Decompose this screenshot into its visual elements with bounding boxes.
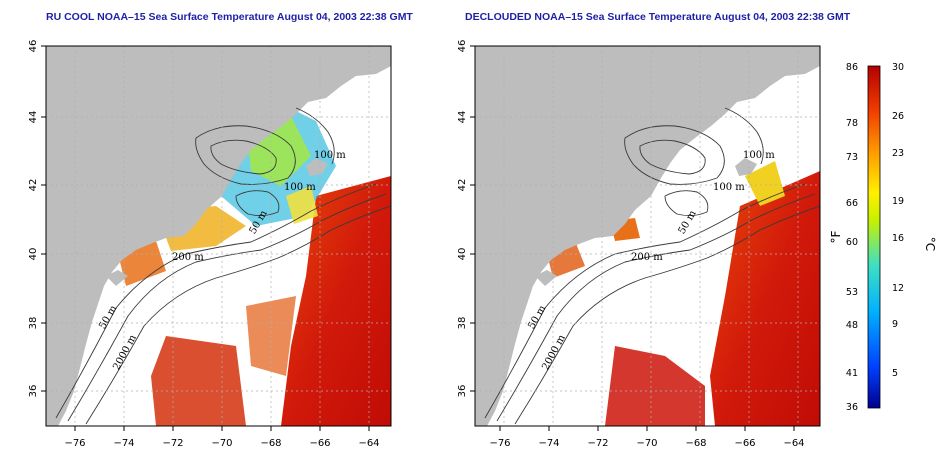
left-lon-tick-74: −74 [113, 438, 134, 449]
left-lat-tick-44: 44 [28, 111, 39, 124]
cbar-c-16: 16 [892, 233, 904, 244]
right-lat-tick-42: 42 [457, 179, 468, 192]
right-panel-title: DECLOUDED NOAA–15 Sea Surface Temperatur… [465, 11, 851, 23]
cbar-c-12: 12 [892, 283, 904, 294]
left-lon-tick-66: −66 [309, 438, 330, 449]
warm-water-region [281, 176, 391, 426]
cbar-f-86: 86 [846, 62, 858, 73]
right-lat-tick-38: 38 [457, 317, 468, 330]
left-lat-tick-42: 42 [28, 179, 39, 192]
right-lon-tick-66: −66 [734, 438, 755, 449]
right-lon-tick-72: −72 [587, 438, 608, 449]
right-map-panel: 100 m 100 m 50 m 200 m 50 m 2000 m −76 −… [457, 40, 821, 449]
cbar-f-53: 53 [846, 287, 858, 298]
right-lat-tick-44: 44 [457, 111, 468, 124]
depth-label-200m: 200 m [172, 252, 204, 263]
left-map-panel: 100 m 100 m 50 m 200 m 50 m 2000 m −76 −… [28, 40, 392, 449]
right-lon-tick-68: −68 [685, 438, 706, 449]
left-lon-tick-76: −76 [64, 438, 85, 449]
left-lat-tick-36: 36 [28, 385, 39, 398]
right-lon-tick-76: −76 [489, 438, 510, 449]
right-depth-label-100m-b: 100 m [713, 182, 745, 193]
colorbar-gradient [867, 65, 881, 409]
cbar-f-73: 73 [846, 152, 858, 163]
colorbar: 86 78 73 66 60 53 48 41 36 30 26 23 19 1… [829, 62, 937, 413]
right-lon-tick-64: −64 [783, 438, 804, 449]
cbar-f-60: 60 [846, 237, 858, 248]
cbar-c-5: 5 [892, 368, 898, 379]
left-map-frame [45, 45, 392, 427]
left-lat-tick-46: 46 [28, 40, 39, 53]
left-lon-tick-68: −68 [260, 438, 281, 449]
right-lat-tick-46: 46 [457, 40, 468, 53]
right-lon-tick-70: −70 [636, 438, 657, 449]
right-depth-label-100m-a: 100 m [743, 150, 775, 161]
left-lat-tick-40: 40 [28, 248, 39, 261]
right-depth-label-200m: 200 m [631, 252, 663, 263]
cbar-f-41: 41 [846, 368, 858, 379]
cbar-c-19: 19 [892, 196, 904, 207]
cbar-f-66: 66 [846, 198, 858, 209]
right-lat-tick-40: 40 [457, 248, 468, 261]
right-lon-tick-74: −74 [538, 438, 559, 449]
left-lon-tick-70: −70 [211, 438, 232, 449]
cbar-c-9: 9 [892, 319, 898, 330]
depth-label-100m-a: 100 m [314, 150, 346, 161]
declouded-warm-water-region [710, 171, 820, 426]
left-panel-title: RU COOL NOAA–15 Sea Surface Temperature … [46, 11, 413, 23]
cbar-c-26: 26 [892, 111, 904, 122]
depth-label-100m-b: 100 m [284, 182, 316, 193]
left-lon-tick-64: −64 [358, 438, 379, 449]
cbar-f-48: 48 [846, 320, 858, 331]
left-lat-tick-38: 38 [28, 317, 39, 330]
right-lat-tick-36: 36 [457, 385, 468, 398]
fahrenheit-unit-label: °F [829, 230, 843, 243]
left-lon-tick-72: −72 [162, 438, 183, 449]
cbar-c-23: 23 [892, 148, 904, 159]
cbar-f-78: 78 [846, 118, 858, 129]
cbar-c-30: 30 [892, 62, 904, 73]
cbar-f-36: 36 [846, 402, 858, 413]
celsius-unit-label: °C [923, 237, 937, 251]
